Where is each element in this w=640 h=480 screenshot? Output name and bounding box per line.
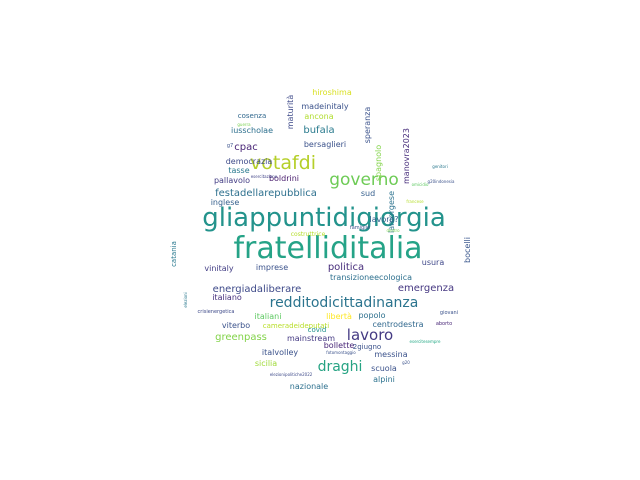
word-1: gliappuntidigiorgia bbox=[202, 203, 446, 233]
word-13: bufala bbox=[303, 125, 334, 136]
word-5: lavoro bbox=[347, 326, 393, 344]
word-60: omicidio bbox=[412, 182, 429, 187]
word-38: italiano bbox=[212, 293, 242, 302]
word-63: dentro bbox=[386, 228, 400, 233]
word-0: fratelliditalia bbox=[233, 231, 422, 266]
word-40: libertà bbox=[326, 312, 352, 321]
word-12: cpac bbox=[234, 142, 257, 153]
word-42: cameradeideputati bbox=[263, 322, 330, 330]
word-3: governo bbox=[329, 170, 399, 190]
word-41: viterbo bbox=[222, 321, 250, 330]
word-39: italiani bbox=[255, 312, 282, 321]
word-70: esercitesempre bbox=[410, 339, 441, 344]
word-72: elezionipolitiche2022 bbox=[270, 372, 313, 377]
word-30: inglese bbox=[211, 198, 240, 207]
word-14: hiroshima bbox=[312, 88, 352, 97]
word-31: sud bbox=[361, 189, 375, 198]
word-16: ancona bbox=[304, 112, 333, 121]
word-65: crisienergetica bbox=[198, 309, 235, 315]
word-8: energiadaliberare bbox=[213, 284, 302, 295]
word-2: votafdi bbox=[250, 152, 316, 174]
word-21: speranza bbox=[363, 107, 372, 144]
word-26: democrazia bbox=[226, 157, 273, 166]
word-58: g7 bbox=[227, 143, 233, 149]
word-25: lavoro? bbox=[369, 215, 398, 224]
word-28: pallavolo bbox=[214, 176, 250, 185]
word-56: costruttrice bbox=[291, 231, 326, 238]
word-44: popolo bbox=[358, 311, 385, 320]
word-20: maturità bbox=[286, 95, 295, 130]
word-53: 2giugno bbox=[353, 343, 381, 351]
word-43: centrodestra bbox=[372, 320, 423, 329]
word-17: iusscholae bbox=[231, 126, 273, 135]
word-54: covid bbox=[308, 326, 327, 334]
word-4: redditodicittadinanza bbox=[270, 295, 419, 311]
word-62: g20indonesia bbox=[428, 179, 455, 184]
word-33: vinitaly bbox=[204, 264, 234, 273]
word-19: cosenza bbox=[238, 112, 267, 120]
word-69: fotomontaggio bbox=[326, 350, 356, 355]
word-57: guerra bbox=[237, 122, 251, 127]
word-36: bocelli bbox=[463, 237, 472, 263]
word-22: manovra2023 bbox=[402, 128, 411, 184]
word-49: sicilia bbox=[255, 359, 277, 368]
word-66: giovani bbox=[440, 310, 458, 316]
word-68: elezioni bbox=[183, 292, 188, 307]
word-51: alpini bbox=[373, 375, 395, 384]
word-67: aborto bbox=[436, 321, 452, 327]
word-23: spagnolo bbox=[374, 145, 383, 181]
word-29: boldrini bbox=[269, 174, 299, 183]
word-64: francese bbox=[406, 199, 424, 204]
word-18: bersaglieri bbox=[304, 140, 346, 149]
word-37: catania bbox=[170, 241, 178, 267]
word-35: usura bbox=[422, 258, 445, 267]
word-50: scuola bbox=[371, 364, 397, 373]
word-47: messina bbox=[374, 350, 407, 359]
word-10: politica bbox=[328, 262, 364, 273]
word-24: lamorgese bbox=[387, 191, 396, 233]
word-71: g20 bbox=[402, 360, 410, 365]
word-11: greenpass bbox=[215, 332, 267, 343]
word-55: famiglie bbox=[350, 225, 370, 231]
word-9: emergenza bbox=[398, 283, 454, 294]
word-34: transizioneecologica bbox=[330, 273, 412, 282]
word-46: bollette bbox=[324, 341, 355, 350]
word-27: tasse bbox=[228, 166, 249, 175]
word-59: esercitazione bbox=[251, 174, 278, 179]
word-7: festadellarepubblica bbox=[215, 188, 317, 199]
word-61: genitori bbox=[432, 164, 447, 169]
word-52: nazionale bbox=[290, 382, 328, 391]
word-45: mainstream bbox=[287, 334, 335, 343]
word-6: draghi bbox=[318, 359, 363, 375]
word-32: imprese bbox=[256, 263, 288, 272]
word-48: italvolley bbox=[262, 348, 298, 357]
word-15: madeinitaly bbox=[301, 102, 348, 111]
